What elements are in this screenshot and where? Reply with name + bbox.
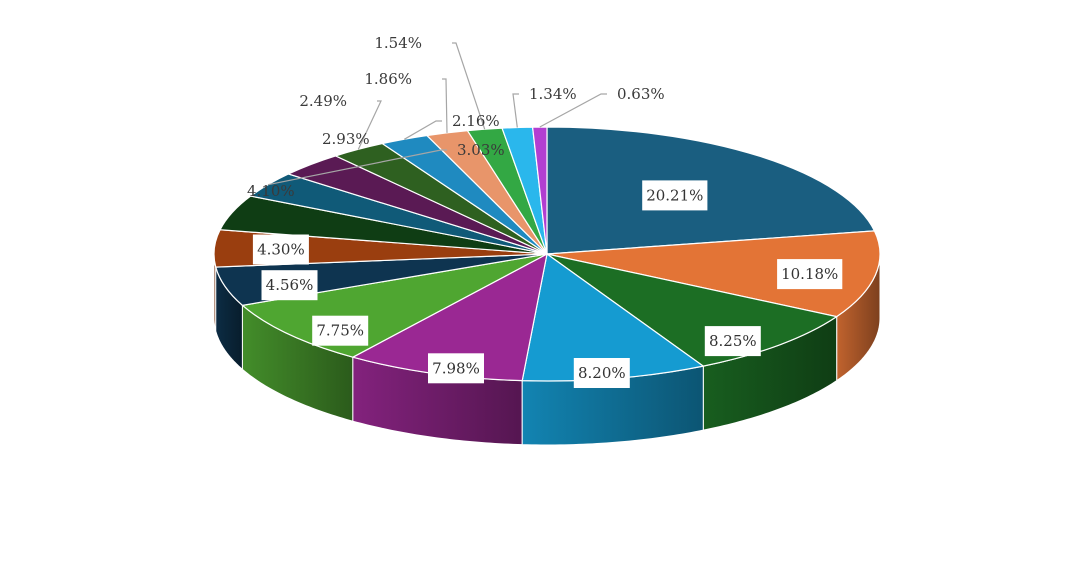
data-label-2-93pct: 2.93% <box>322 130 370 148</box>
leader-line-2-49pct <box>357 100 382 150</box>
data-label-10-18pct: 10.18% <box>781 265 838 283</box>
data-label-1-86pct: 1.86% <box>364 70 412 88</box>
data-label-1-34pct: 1.34% <box>529 85 577 103</box>
data-label-box-4-30pct <box>252 234 309 265</box>
pie-slice-8-25pct <box>546 253 839 367</box>
data-label-3-03pct: 3.03% <box>457 141 505 159</box>
data-label-20-21pct: 20.21% <box>646 186 703 204</box>
data-label-8-20pct: 8.20% <box>578 364 626 382</box>
data-label-box-10-18pct <box>777 259 843 290</box>
data-label-1-54pct: 1.54% <box>374 34 422 52</box>
data-label-2-49pct: 2.49% <box>299 92 347 110</box>
data-label-box-8-20pct <box>573 358 630 388</box>
leader-line-1-54pct <box>452 42 486 130</box>
pie-slice-0-63pct <box>531 126 548 255</box>
data-label-box-4-56pct <box>261 270 318 301</box>
data-label-box-7-75pct <box>312 315 369 346</box>
pie-top <box>213 126 881 382</box>
leader-lines <box>267 42 607 186</box>
data-label-4-30pct: 4.30% <box>257 241 305 259</box>
leader-line-1-34pct <box>512 93 519 128</box>
data-labels: 20.21% 10.18% 8.25% 8.20% 7.98% 7.75% 4.56% 4.3… <box>247 34 843 388</box>
leader-line-3-03pct <box>267 149 447 186</box>
data-label-7-98pct: 7.98% <box>432 359 480 377</box>
leader-line-0-63pct <box>539 93 607 128</box>
data-label-box-8-25pct <box>704 326 761 357</box>
data-label-4-56pct: 4.56% <box>266 276 314 294</box>
data-label-box-20-21pct <box>642 180 708 211</box>
data-label-8-25pct: 8.25% <box>709 332 757 350</box>
pie-slice-10-18pct <box>546 230 881 318</box>
data-label-7-75pct: 7.75% <box>316 322 364 340</box>
leader-line-2-16pct <box>404 120 442 140</box>
pie-slice-20-21pct <box>546 126 876 255</box>
data-label-box-7-98pct <box>428 353 484 384</box>
data-label-0-63pct: 0.63% <box>617 85 665 103</box>
data-label-2-16pct: 2.16% <box>452 112 500 130</box>
leader-line-1-86pct <box>442 78 448 133</box>
data-label-4-10pct: 4.10% <box>247 182 295 200</box>
